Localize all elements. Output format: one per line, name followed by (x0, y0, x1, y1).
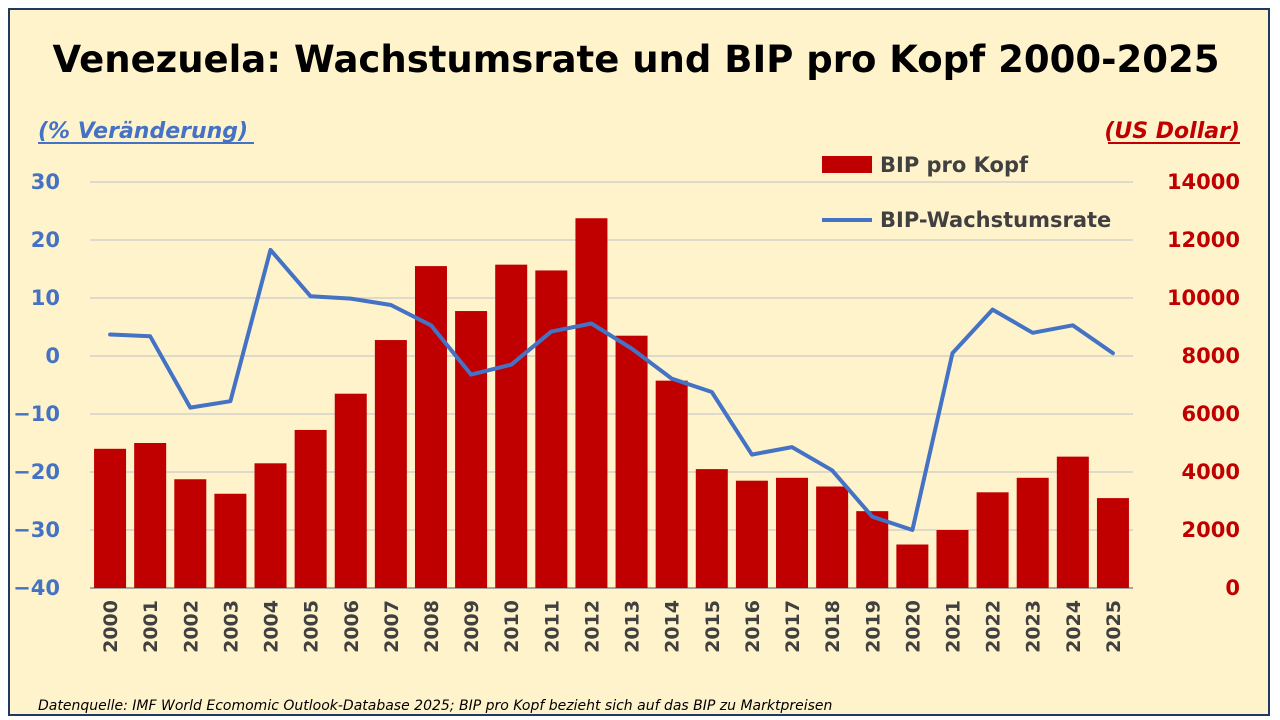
bar-2012 (575, 218, 608, 588)
bar-2006 (334, 393, 367, 588)
bar-2010 (495, 264, 528, 588)
x-tick-2011: 2011 (541, 600, 563, 653)
bar-2024 (1056, 456, 1089, 588)
x-tick-2015: 2015 (702, 600, 724, 653)
bar-2005 (294, 429, 327, 588)
bar-2007 (374, 340, 407, 588)
bar-2018 (816, 486, 849, 588)
bar-2016 (735, 480, 768, 588)
x-tick-2005: 2005 (301, 600, 323, 653)
bar-series (94, 218, 1129, 588)
x-tick-2010: 2010 (501, 600, 523, 653)
left-tick-3: 0 (45, 344, 60, 368)
source-note: Datenquelle: IMF World Ecomomic Outlook-… (38, 698, 832, 714)
x-tick-2021: 2021 (942, 600, 964, 653)
right-axis-ticks: 14000 12000 10000 8000 6000 4000 2000 0 (1167, 170, 1240, 600)
left-tick-2: 10 (31, 286, 60, 310)
x-tick-2014: 2014 (662, 600, 684, 653)
right-tick-7: 0 (1225, 576, 1240, 600)
left-tick-0: 30 (31, 170, 60, 194)
left-axis-ticks: 30 20 10 0 −10 −20 −30 −40 (13, 170, 60, 600)
left-axis-unit-label: (% Veränderung) (38, 119, 248, 144)
bar-2014 (655, 380, 688, 588)
x-tick-2003: 2003 (220, 600, 242, 653)
left-tick-5: −20 (13, 460, 60, 484)
right-tick-3: 8000 (1182, 344, 1240, 368)
x-tick-2017: 2017 (782, 600, 804, 653)
bar-2002 (174, 479, 207, 588)
x-tick-2018: 2018 (822, 600, 844, 653)
x-tick-2022: 2022 (983, 600, 1005, 653)
bar-2008 (414, 266, 447, 588)
x-tick-2019: 2019 (862, 600, 884, 653)
x-tick-2006: 2006 (341, 600, 363, 653)
x-tick-2024: 2024 (1063, 600, 1085, 653)
x-tick-2001: 2001 (140, 600, 162, 653)
left-tick-7: −40 (13, 576, 60, 600)
growth-rate-line (108, 247, 1115, 532)
left-tick-1: 20 (31, 228, 60, 252)
right-tick-0: 14000 (1167, 170, 1240, 194)
gridlines (90, 181, 1133, 589)
x-axis-ticks: 2000 2001 2002 2003 2004 2005 2006 2007 2008 2009… (100, 600, 1125, 653)
x-tick-2008: 2008 (421, 600, 443, 653)
bar-2019 (856, 511, 889, 588)
line-series (108, 247, 1115, 532)
legend: BIP pro Kopf BIP-Wachstumsrate (822, 153, 1111, 232)
x-tick-2007: 2007 (381, 600, 403, 653)
x-tick-2013: 2013 (622, 600, 644, 653)
x-tick-2000: 2000 (100, 600, 122, 653)
x-tick-2004: 2004 (261, 600, 283, 653)
x-tick-2020: 2020 (902, 600, 924, 653)
bar-2000 (94, 448, 127, 588)
x-tick-2012: 2012 (581, 600, 603, 653)
bar-2017 (776, 477, 809, 588)
right-tick-4: 6000 (1182, 402, 1240, 426)
x-tick-2009: 2009 (461, 600, 483, 653)
bar-2025 (1096, 498, 1129, 588)
bar-2003 (214, 493, 247, 588)
x-tick-2023: 2023 (1023, 600, 1045, 653)
chart-title: Venezuela: Wachstumsrate und BIP pro Kop… (53, 38, 1220, 81)
legend-line-label: BIP-Wachstumsrate (880, 208, 1111, 232)
right-axis-unit-label: (US Dollar) (1104, 119, 1240, 144)
bar-2023 (1016, 477, 1049, 588)
bar-2021 (936, 530, 969, 588)
left-tick-4: −10 (13, 402, 60, 426)
left-tick-6: −30 (13, 518, 60, 542)
bar-2004 (254, 463, 287, 588)
bar-2015 (695, 469, 728, 588)
bar-2009 (455, 311, 488, 588)
bar-2022 (976, 492, 1009, 588)
x-tick-2002: 2002 (180, 600, 202, 653)
bar-2001 (134, 443, 167, 588)
legend-bar-label: BIP pro Kopf (880, 153, 1029, 177)
right-tick-1: 12000 (1167, 228, 1240, 252)
x-tick-2016: 2016 (742, 600, 764, 653)
bar-2011 (535, 270, 568, 588)
bar-2020 (896, 544, 929, 588)
x-tick-2025: 2025 (1103, 600, 1125, 653)
right-tick-2: 10000 (1167, 286, 1240, 310)
right-tick-5: 4000 (1182, 460, 1240, 484)
legend-bar-swatch (822, 156, 872, 173)
right-tick-6: 2000 (1182, 518, 1240, 542)
bar-2013 (615, 335, 648, 588)
